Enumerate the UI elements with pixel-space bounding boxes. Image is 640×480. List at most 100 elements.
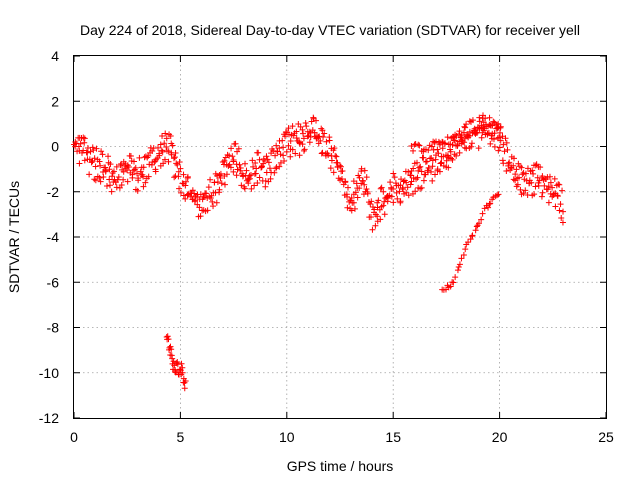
data-point bbox=[255, 149, 262, 156]
data-point bbox=[159, 148, 166, 155]
data-point bbox=[113, 163, 120, 170]
data-point bbox=[254, 179, 261, 186]
data-point bbox=[319, 127, 326, 134]
data-point bbox=[228, 145, 235, 152]
data-point bbox=[452, 274, 459, 281]
data-point bbox=[243, 167, 250, 174]
data-point bbox=[428, 143, 435, 150]
data-point bbox=[140, 183, 147, 190]
data-point bbox=[226, 161, 233, 168]
data-point bbox=[462, 246, 469, 253]
data-point bbox=[454, 267, 461, 274]
data-point bbox=[129, 171, 136, 178]
data-point bbox=[532, 162, 539, 169]
data-point bbox=[293, 135, 300, 142]
data-point bbox=[118, 182, 125, 189]
y-tick-label: -4 bbox=[47, 229, 60, 245]
data-point bbox=[532, 183, 539, 190]
data-point bbox=[522, 170, 529, 177]
data-point bbox=[356, 185, 363, 192]
data-point bbox=[217, 170, 224, 177]
data-point bbox=[88, 159, 95, 166]
data-point bbox=[462, 124, 469, 131]
data-point bbox=[303, 123, 310, 130]
data-point bbox=[177, 165, 184, 172]
data-point bbox=[405, 192, 412, 199]
data-point bbox=[235, 145, 242, 152]
data-point bbox=[547, 179, 554, 186]
data-point bbox=[225, 163, 232, 170]
data-point bbox=[90, 147, 97, 154]
data-point bbox=[497, 123, 504, 130]
data-point bbox=[466, 132, 473, 139]
data-point bbox=[313, 134, 320, 141]
data-point bbox=[361, 167, 368, 174]
data-point bbox=[300, 130, 307, 137]
data-point bbox=[245, 180, 252, 187]
data-point bbox=[162, 130, 169, 137]
data-point bbox=[374, 213, 381, 220]
data-point bbox=[400, 186, 407, 193]
data-point bbox=[468, 140, 475, 147]
data-point bbox=[230, 168, 237, 175]
data-point bbox=[369, 226, 376, 233]
data-point bbox=[167, 343, 174, 350]
data-point bbox=[102, 168, 109, 175]
data-point bbox=[475, 145, 482, 152]
data-point bbox=[89, 158, 96, 165]
y-tick-label: -2 bbox=[47, 184, 60, 200]
data-point bbox=[418, 184, 425, 191]
data-point bbox=[378, 184, 385, 191]
data-point bbox=[450, 279, 457, 286]
data-point bbox=[320, 133, 327, 140]
data-point bbox=[519, 171, 526, 178]
data-point bbox=[522, 187, 529, 194]
data-point bbox=[206, 193, 213, 200]
x-tick-label: 0 bbox=[70, 429, 78, 445]
data-point bbox=[485, 204, 492, 211]
data-point bbox=[552, 203, 559, 210]
data-point bbox=[554, 193, 561, 200]
data-point bbox=[237, 167, 244, 174]
data-point bbox=[325, 152, 332, 159]
data-point bbox=[506, 159, 513, 166]
data-point bbox=[456, 149, 463, 156]
data-point bbox=[417, 163, 424, 170]
data-point bbox=[75, 143, 82, 150]
data-point bbox=[465, 239, 472, 246]
data-point bbox=[171, 174, 178, 181]
data-point bbox=[76, 160, 83, 167]
data-point bbox=[295, 138, 302, 145]
data-point bbox=[452, 137, 459, 144]
data-point bbox=[535, 182, 542, 189]
data-point bbox=[372, 222, 379, 229]
data-point bbox=[170, 155, 177, 162]
data-point bbox=[546, 173, 553, 180]
data-point bbox=[209, 198, 216, 205]
data-point bbox=[175, 173, 182, 180]
data-point bbox=[424, 167, 431, 174]
data-point bbox=[348, 194, 355, 201]
data-point bbox=[210, 203, 217, 210]
data-point bbox=[388, 186, 395, 193]
data-point bbox=[456, 261, 463, 268]
data-point bbox=[472, 129, 479, 136]
data-point bbox=[289, 146, 296, 153]
data-point bbox=[287, 138, 294, 145]
data-point bbox=[182, 378, 189, 385]
data-point bbox=[469, 117, 476, 124]
data-point bbox=[549, 184, 556, 191]
data-point bbox=[180, 171, 187, 178]
data-point bbox=[490, 118, 497, 125]
data-point bbox=[218, 180, 225, 187]
data-point bbox=[97, 178, 104, 185]
data-point bbox=[475, 220, 482, 227]
data-point bbox=[213, 199, 220, 206]
data-point bbox=[448, 155, 455, 162]
data-point bbox=[397, 198, 404, 205]
data-point bbox=[447, 141, 454, 148]
x-tick-label: 20 bbox=[492, 429, 508, 445]
data-point bbox=[302, 120, 309, 127]
data-point bbox=[264, 156, 271, 163]
data-point bbox=[425, 164, 432, 171]
